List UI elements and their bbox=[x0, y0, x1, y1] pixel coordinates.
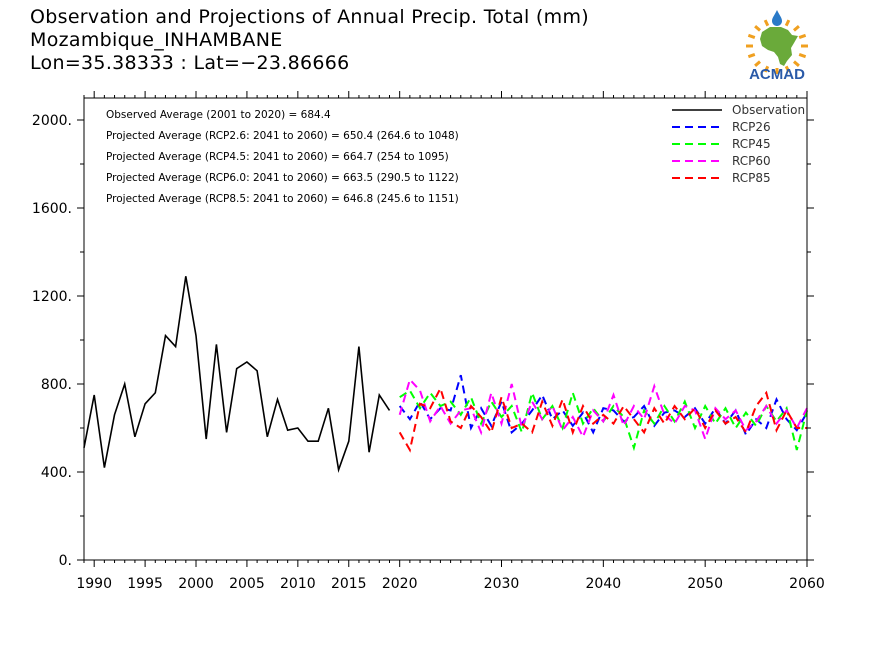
sun-ray bbox=[798, 53, 807, 59]
africa-map-icon bbox=[760, 27, 798, 66]
x-tick-label: 2050 bbox=[687, 576, 723, 592]
series-line-rcp85 bbox=[398, 385, 807, 453]
legend-label: RCP45 bbox=[732, 137, 771, 151]
sun-ray bbox=[784, 19, 791, 27]
plot-frame bbox=[83, 97, 808, 561]
legend-label: Observation bbox=[732, 103, 805, 117]
sun-ray bbox=[754, 60, 762, 67]
legend-label: RCP26 bbox=[732, 120, 771, 134]
y-tick-label: 1200. bbox=[32, 289, 72, 305]
legend-label: RCP85 bbox=[732, 171, 771, 185]
sun-ray bbox=[763, 65, 770, 73]
legend-label: RCP60 bbox=[732, 154, 771, 168]
x-tick-label: 1995 bbox=[127, 576, 163, 592]
x-tick-label: 2060 bbox=[789, 576, 825, 592]
water-drop-icon bbox=[772, 10, 782, 26]
chart-subtitle-location: Mozambique_INHAMBANE bbox=[30, 29, 283, 51]
series-line-observation bbox=[83, 276, 391, 473]
y-tick-label: 0. bbox=[59, 553, 72, 569]
y-tick-label: 800. bbox=[41, 377, 72, 393]
annotation-average: Projected Average (RCP8.5: 2041 to 2060)… bbox=[106, 193, 459, 205]
x-tick-label: 2040 bbox=[586, 576, 622, 592]
annotation-average: Projected Average (RCP6.0: 2041 to 2060)… bbox=[106, 172, 459, 184]
x-tick-label: 2010 bbox=[280, 576, 316, 592]
sun-ray bbox=[792, 60, 800, 67]
africa-map-sun-icon: ACMAD bbox=[746, 10, 808, 83]
annotation-layer: Observed Average (2001 to 2020) = 684.4 P… bbox=[106, 109, 459, 205]
y-tick-label: 2000. bbox=[32, 113, 72, 129]
sun-rays bbox=[746, 18, 808, 74]
annotation-average: Projected Average (RCP4.5: 2041 to 2060)… bbox=[106, 151, 449, 163]
x-tick-label: 2000 bbox=[178, 576, 214, 592]
annotation-average: Observed Average (2001 to 2020) = 684.4 bbox=[106, 109, 331, 121]
axes-layer: 0. 400. 800. 1200. 1600. 2000. 1990 1995 2000 200… bbox=[32, 91, 825, 592]
sun-ray bbox=[754, 25, 762, 32]
sun-ray bbox=[747, 33, 756, 39]
legend: Observation RCP26 RCP45 RCP60 RCP85 bbox=[672, 103, 805, 185]
y-tick-label: 1600. bbox=[32, 201, 72, 217]
sun-ray bbox=[747, 53, 756, 59]
sun-ray bbox=[798, 33, 807, 39]
acmad-logo: ACMAD bbox=[736, 8, 818, 84]
chart-subtitle-coordinates: Lon=35.38333 : Lat=−23.86666 bbox=[30, 52, 350, 74]
chart-title: Observation and Projections of Annual Pr… bbox=[30, 6, 589, 28]
annotation-average: Projected Average (RCP2.6: 2041 to 2060)… bbox=[106, 130, 459, 142]
sun-ray bbox=[792, 25, 800, 32]
sun-ray bbox=[784, 65, 791, 73]
x-tick-label: 2015 bbox=[331, 576, 367, 592]
x-tick-label: 2005 bbox=[229, 576, 265, 592]
acmad-logo-text: ACMAD bbox=[749, 66, 805, 83]
series-line-rcp26 bbox=[398, 374, 808, 437]
series-line-rcp60 bbox=[398, 377, 808, 443]
x-tick-label: 2020 bbox=[382, 576, 418, 592]
x-tick-label: 1990 bbox=[76, 576, 112, 592]
x-tick-label: 2030 bbox=[484, 576, 520, 592]
series-layer bbox=[83, 276, 808, 473]
y-tick-label: 400. bbox=[41, 465, 72, 481]
sun-ray bbox=[763, 19, 770, 27]
chart-title-block: Observation and Projections of Annual Pr… bbox=[30, 6, 589, 75]
